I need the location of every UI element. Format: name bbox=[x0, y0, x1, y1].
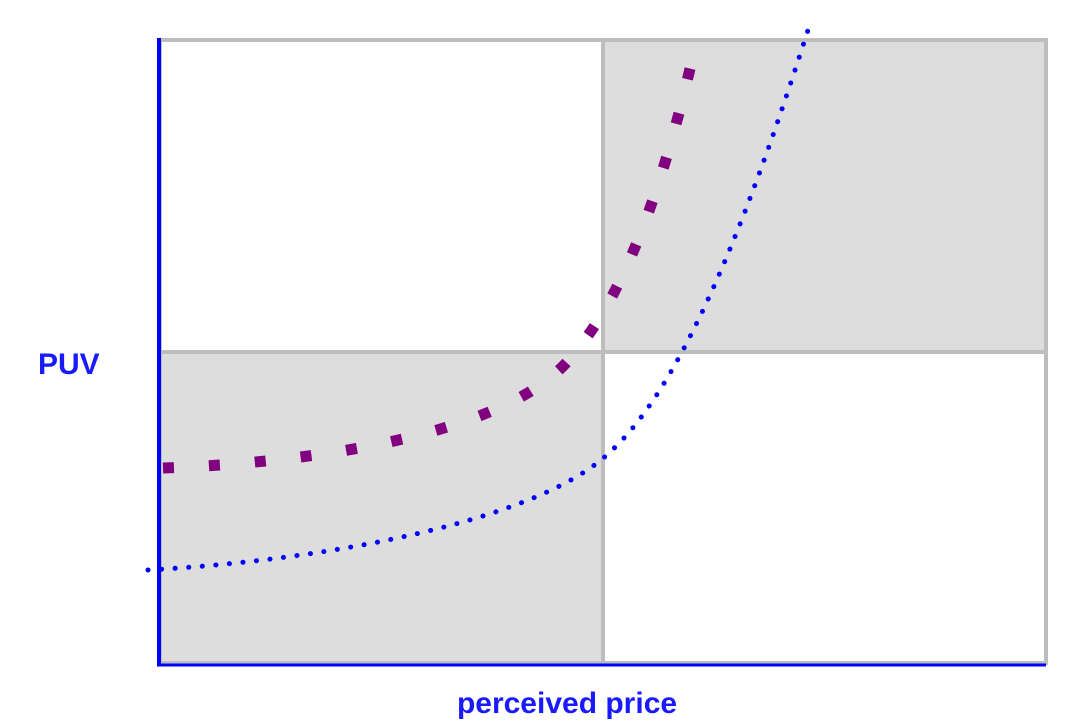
x-axis-label: perceived price bbox=[457, 687, 677, 720]
quadrant-top-right bbox=[603, 40, 1046, 352]
y-axis-label: PUV bbox=[38, 348, 100, 381]
quadrant-bottom-right bbox=[603, 352, 1046, 663]
upper-curve bbox=[162, 58, 698, 474]
quadrant-top-left bbox=[160, 40, 603, 352]
lower-curve bbox=[145, 27, 811, 573]
quadrant-bottom-left bbox=[160, 352, 603, 663]
